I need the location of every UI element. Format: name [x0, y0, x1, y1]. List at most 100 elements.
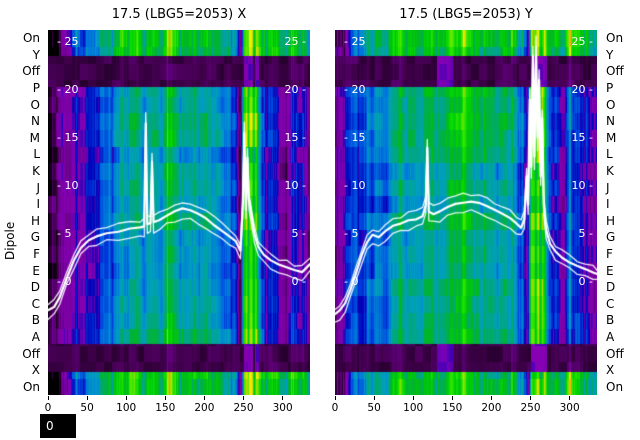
row-label-r-19-off: Off	[606, 346, 624, 361]
panel-title-right: 17.5 (LBG5=2053) Y	[399, 7, 533, 22]
overlay-scale-tick-left: - 5	[57, 227, 72, 240]
heatmap-panel-left: - 25 25 - - 20 20 - - 15 15 - - 10 10 - - 5 5 - - …	[48, 30, 310, 395]
row-label-r-15-d: D	[606, 280, 616, 295]
row-label-l-9-j: J	[36, 180, 40, 195]
overlay-scale-tick-right: 5 -	[291, 227, 306, 240]
row-label-l-13-f: F	[33, 246, 40, 261]
x-tick-label: 0	[331, 402, 339, 414]
overlay-scale-tick-left: - 10	[57, 179, 79, 192]
x-tick-mark	[243, 396, 245, 400]
x-tick-label: 150	[442, 402, 463, 414]
row-label-l-15-d: D	[30, 280, 40, 295]
x-tick-mark	[334, 396, 336, 400]
row-label-r-6-m: M	[606, 130, 617, 145]
overlay-scale-tick-left: - 0	[57, 275, 72, 288]
row-label-r-7-l: L	[606, 147, 613, 162]
row-label-l-18-a: A	[31, 329, 40, 344]
overlay-scale-tick-left: - 20	[57, 83, 79, 96]
overlay-scale-tick-left: - 10	[344, 179, 366, 192]
row-label-r-10-i: I	[606, 197, 610, 212]
x-tick-label: 100	[403, 402, 424, 414]
x-tick-mark	[47, 396, 49, 400]
x-tick-mark	[490, 396, 492, 400]
row-label-r-17-b: B	[606, 313, 615, 328]
x-tick-mark	[569, 396, 571, 400]
row-label-l-6-m: M	[29, 130, 40, 145]
x-tick-label: 100	[116, 402, 137, 414]
row-label-r-16-c: C	[606, 296, 615, 311]
x-tick-label: 0	[44, 402, 52, 414]
row-label-l-10-i: I	[36, 197, 40, 212]
x-tick-mark	[164, 396, 166, 400]
row-label-r-14-e: E	[606, 263, 614, 278]
x-tick-label: 50	[80, 402, 94, 414]
row-label-l-0-on: On	[22, 31, 40, 46]
overlay-scale-tick-left: - 15	[344, 131, 366, 144]
row-label-l-3-p: P	[32, 81, 40, 96]
x-tick-mark	[86, 396, 88, 400]
x-tick-mark	[282, 396, 284, 400]
row-label-r-18-a: A	[606, 329, 615, 344]
corner-label: 0	[46, 419, 54, 433]
x-tick-label: 250	[233, 402, 254, 414]
row-label-r-9-j: J	[606, 180, 610, 195]
overlay-scale-tick-right: 0 -	[291, 275, 306, 288]
x-tick-mark	[412, 396, 414, 400]
overlay-scale-tick-right: 10 -	[284, 179, 306, 192]
x-tick-mark	[125, 396, 127, 400]
overlay-scale-tick-left: - 5	[344, 227, 359, 240]
row-label-l-11-h: H	[30, 213, 40, 228]
row-label-r-21-on: On	[606, 379, 624, 394]
row-label-r-4-o: O	[606, 97, 616, 112]
x-tick-label: 300	[272, 402, 293, 414]
row-label-r-2-off: Off	[606, 64, 624, 79]
overlay-scale-tick-left: - 0	[344, 275, 359, 288]
overlay-scale-tick-right: 10 -	[571, 179, 593, 192]
overlay-scale-tick-right: 0 -	[578, 275, 593, 288]
x-tick-label: 150	[155, 402, 176, 414]
overlay-scale-tick-right: 15 -	[284, 131, 306, 144]
x-tick-label: 250	[520, 402, 541, 414]
row-label-l-16-c: C	[31, 296, 40, 311]
row-label-l-7-l: L	[33, 147, 40, 162]
row-label-r-8-k: K	[606, 164, 614, 179]
row-label-r-5-n: N	[606, 114, 615, 129]
x-tick-mark	[451, 396, 453, 400]
x-tick-mark	[530, 396, 532, 400]
row-label-l-5-n: N	[31, 114, 40, 129]
overlay-scale-tick-left: - 25	[344, 35, 366, 48]
row-label-r-20-x: X	[606, 363, 615, 378]
row-label-l-2-off: Off	[22, 64, 40, 79]
row-label-l-8-k: K	[32, 164, 40, 179]
row-label-l-1-y: Y	[32, 47, 40, 62]
x-tick-label: 200	[481, 402, 502, 414]
corner-colorbar-box: 0	[40, 414, 76, 438]
row-label-r-1-y: Y	[606, 47, 614, 62]
row-label-l-19-off: Off	[22, 346, 40, 361]
overlay-scale-tick-left: - 25	[57, 35, 79, 48]
panel-title-left: 17.5 (LBG5=2053) X	[111, 7, 247, 22]
row-label-l-21-on: On	[22, 379, 40, 394]
overlay-scale-tick-right: 15 -	[571, 131, 593, 144]
row-label-l-20-x: X	[31, 363, 40, 378]
row-label-r-0-on: On	[606, 31, 624, 46]
overlay-scale-tick-right: 25 -	[284, 35, 306, 48]
row-label-r-13-f: F	[606, 246, 613, 261]
overlay-scale-tick-left: - 15	[57, 131, 79, 144]
overlay-scale-tick-right: 20 -	[284, 83, 306, 96]
row-label-r-3-p: P	[606, 81, 614, 96]
row-label-r-11-h: H	[606, 213, 616, 228]
overlay-scale-tick-right: 20 -	[571, 83, 593, 96]
overlay-scale-tick-right: 25 -	[571, 35, 593, 48]
x-tick-label: 50	[367, 402, 381, 414]
row-label-l-4-o: O	[30, 97, 40, 112]
overlay-scale-tick-right: 5 -	[578, 227, 593, 240]
x-tick-mark	[203, 396, 205, 400]
row-label-l-17-b: B	[31, 313, 40, 328]
overlay-scale-tick-left: - 20	[344, 83, 366, 96]
x-tick-mark	[373, 396, 375, 400]
heatmap-canvas-right	[335, 30, 597, 395]
x-tick-label: 200	[194, 402, 215, 414]
heatmap-canvas-left	[48, 30, 310, 395]
